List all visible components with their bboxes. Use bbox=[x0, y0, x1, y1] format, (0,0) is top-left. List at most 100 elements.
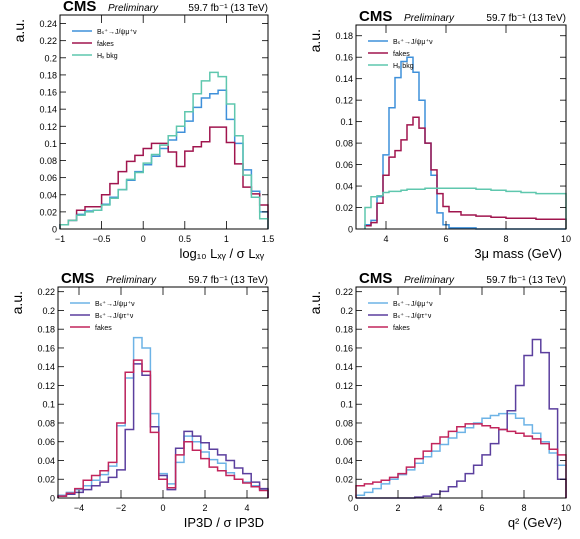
legend-label: fakes bbox=[97, 41, 114, 48]
x-tick-label: 0 bbox=[353, 503, 358, 513]
y-tick-label: 0.12 bbox=[335, 96, 353, 106]
y-tick-label: 0.14 bbox=[335, 74, 353, 84]
x-tick-label: 2 bbox=[395, 503, 400, 513]
y-tick-label: 0.08 bbox=[39, 156, 57, 166]
y-tick-label: 0.16 bbox=[335, 343, 353, 353]
legend-label: Bₛ⁺→J/ψτ⁺ν bbox=[393, 312, 432, 320]
plot-frame bbox=[355, 286, 567, 499]
x-axis-label: IP3D / σ IP3D bbox=[184, 515, 264, 530]
y-tick-label: 0.12 bbox=[335, 381, 353, 391]
series-line-1 bbox=[355, 412, 567, 498]
series-line-3 bbox=[355, 423, 567, 498]
series-line-3 bbox=[364, 187, 567, 229]
x-tick-label: −0.5 bbox=[93, 234, 111, 244]
preliminary-label: Preliminary bbox=[106, 275, 157, 286]
legend-label: Bₛ⁺→J/ψμ⁺ν bbox=[95, 300, 135, 308]
x-tick-label: 4 bbox=[244, 503, 249, 513]
chart-panel-3: 0.02 0.04 0.06 0.08 0.1 0.12 0.14 0.16 0.18 0.2 0.… bbox=[9, 270, 269, 530]
y-tick-label: 0.18 bbox=[39, 70, 57, 80]
x-tick-label: 4 bbox=[437, 503, 442, 513]
x-tick-label: −1 bbox=[55, 234, 65, 244]
x-axis-label: log₁₀ Lₓᵧ / σ Lₓᵧ bbox=[179, 246, 264, 261]
y-tick-label: 0.12 bbox=[37, 381, 55, 391]
y-tick-label: 0.04 bbox=[335, 456, 353, 466]
y-tick-label: 0.02 bbox=[335, 475, 353, 485]
x-tick-label: 6 bbox=[479, 503, 484, 513]
legend-label: Bₛ⁺→J/ψμ⁺ν bbox=[393, 300, 433, 308]
legend-label: fakes bbox=[393, 51, 410, 58]
y-tick-label: 0.02 bbox=[37, 475, 55, 485]
lumi-label: 59.7 fb⁻¹ (13 TeV) bbox=[486, 275, 566, 286]
y-tick-label: 0.1 bbox=[340, 400, 353, 410]
y-tick-label: 0.16 bbox=[37, 343, 55, 353]
legend-label: Bₛ⁺→J/ψμ⁺ν bbox=[393, 38, 433, 46]
y-tick-label: 0.22 bbox=[39, 36, 57, 46]
x-tick-label: −4 bbox=[74, 503, 84, 513]
y-axis-label: a.u. bbox=[307, 29, 323, 52]
y-tick-label: 0.18 bbox=[335, 31, 353, 41]
chart-panel-2: 0.02 0.04 0.06 0.08 0.1 0.12 0.14 0.16 0.18 0 4 6 8 1… bbox=[307, 8, 571, 261]
series-line-1 bbox=[57, 336, 269, 498]
plot-frame bbox=[59, 14, 269, 230]
y-tick-label: 0.12 bbox=[39, 122, 57, 132]
series-line-3 bbox=[57, 359, 269, 498]
y-tick-label: 0.2 bbox=[44, 53, 57, 63]
y-tick-label-zero: 0 bbox=[50, 494, 55, 504]
legend-label: fakes bbox=[393, 325, 410, 332]
plot-frame bbox=[57, 286, 269, 499]
x-tick-label: 6 bbox=[443, 234, 448, 244]
series-line-2 bbox=[364, 116, 567, 229]
y-tick-label-zero: 0 bbox=[348, 225, 353, 235]
lumi-label: 59.7 fb⁻¹ (13 TeV) bbox=[188, 3, 268, 14]
series-line-3 bbox=[59, 71, 269, 229]
x-tick-label: 0 bbox=[160, 503, 165, 513]
y-tick-label: 0.06 bbox=[335, 437, 353, 447]
lumi-label: 59.7 fb⁻¹ (13 TeV) bbox=[486, 13, 566, 24]
cms-label: CMS bbox=[359, 8, 392, 25]
x-tick-label: 10 bbox=[561, 234, 571, 244]
x-tick-label: 1.5 bbox=[262, 234, 275, 244]
y-tick-label: 0.16 bbox=[39, 88, 57, 98]
chart-panel-4: 0.02 0.04 0.06 0.08 0.1 0.12 0.14 0.16 0.18 0.2 0.… bbox=[307, 270, 571, 530]
y-tick-label: 0.04 bbox=[39, 190, 57, 200]
series-line-1 bbox=[59, 89, 269, 229]
x-tick-label: 10 bbox=[561, 503, 571, 513]
preliminary-label: Preliminary bbox=[404, 13, 455, 24]
y-tick-label-zero: 0 bbox=[348, 494, 353, 504]
legend-label: Hₓ bkg bbox=[393, 63, 414, 70]
x-axis-label: 3μ mass (GeV) bbox=[474, 246, 562, 261]
series-line-2 bbox=[59, 126, 269, 229]
y-tick-label: 0.08 bbox=[37, 418, 55, 428]
preliminary-label: Preliminary bbox=[404, 275, 455, 286]
x-tick-label: −2 bbox=[116, 503, 126, 513]
y-tick-label: 0.08 bbox=[335, 139, 353, 149]
y-tick-label: 0.06 bbox=[37, 437, 55, 447]
y-tick-label: 0.1 bbox=[42, 400, 55, 410]
y-tick-label: 0.06 bbox=[39, 173, 57, 183]
legend-label: Bₛ⁺→J/ψτ⁺ν bbox=[95, 312, 134, 320]
cms-label: CMS bbox=[61, 270, 94, 287]
plot-frame bbox=[355, 24, 567, 230]
y-tick-label: 0.06 bbox=[335, 160, 353, 170]
y-tick-label: 0.04 bbox=[335, 182, 353, 192]
y-tick-label: 0.16 bbox=[335, 53, 353, 63]
cms-label: CMS bbox=[359, 270, 392, 287]
x-tick-label: 0 bbox=[141, 234, 146, 244]
y-tick-label: 0.08 bbox=[335, 418, 353, 428]
y-tick-label: 0.04 bbox=[37, 456, 55, 466]
series-line-2 bbox=[57, 363, 269, 498]
y-tick-label: 0.02 bbox=[335, 203, 353, 213]
y-tick-label: 0.1 bbox=[44, 139, 57, 149]
chart-panel-1: 0.02 0.04 0.06 0.08 0.1 0.12 0.14 0.16 0.18 0.2 0.… bbox=[11, 0, 274, 261]
series-line-2 bbox=[356, 338, 567, 499]
y-tick-label: 0.1 bbox=[340, 117, 353, 127]
legend-label: Hₓ bkg bbox=[97, 53, 118, 60]
x-tick-label: 2 bbox=[202, 503, 207, 513]
y-tick-label: 0.14 bbox=[335, 362, 353, 372]
x-tick-label: 8 bbox=[521, 503, 526, 513]
y-tick-label: 0.2 bbox=[42, 306, 55, 316]
series-line-1 bbox=[364, 56, 566, 230]
y-tick-label: 0.2 bbox=[340, 306, 353, 316]
y-tick-label: 0.22 bbox=[37, 287, 55, 297]
